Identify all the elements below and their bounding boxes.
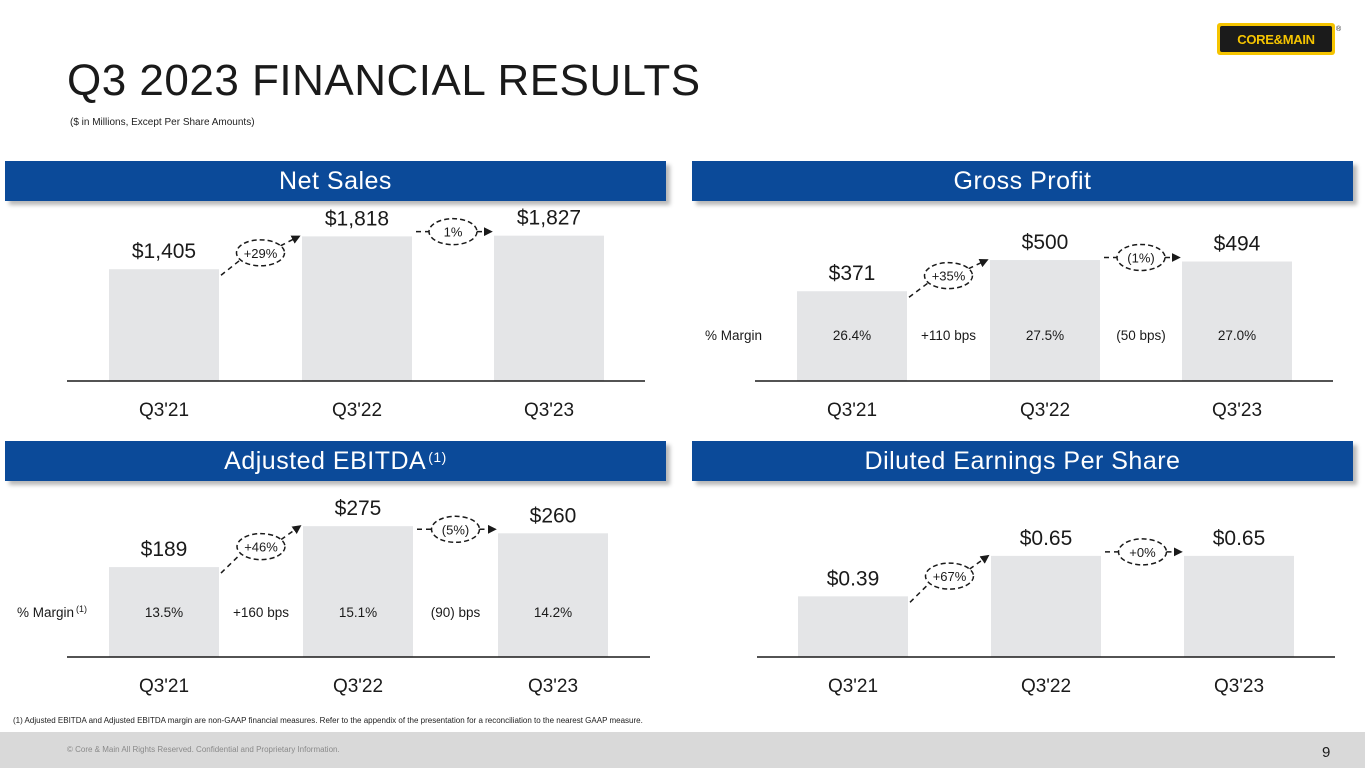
gross-profit-category-label-1: Q3'22: [1020, 400, 1070, 421]
gross-profit-margin-value-2: 27.0%: [1218, 328, 1256, 343]
gross-profit-title: Gross Profit: [953, 166, 1092, 195]
diluted-eps-bar-2: [1184, 555, 1294, 657]
adjusted-ebitda-margin-value-2: 14.2%: [534, 605, 572, 620]
net-sales-growth-bubble-0: [235, 239, 286, 267]
adjusted-ebitda-category-label-2: Q3'23: [528, 676, 578, 697]
gross-profit-growth-label-0: +35%: [932, 269, 966, 284]
adjusted-ebitda-title: Adjusted EBITDA: [224, 446, 427, 475]
adjusted-ebitda-margin-value-1: 15.1%: [339, 605, 377, 620]
diluted-eps-growth-label-1: +0%: [1129, 545, 1156, 560]
net-sales-growth-connector-0: [220, 259, 241, 276]
diluted-eps-bar-0: [798, 596, 908, 657]
diluted-eps-category-label-0: Q3'21: [828, 676, 878, 697]
diluted-eps-chart: $0.39 Q3'21 $0.65 Q3'22 $0.65 Q3'23 +67% +0%: [757, 527, 1335, 697]
diluted-eps-growth-arrow-0: [969, 554, 990, 570]
adjusted-ebitda-growth-label-1: (5%): [442, 522, 469, 537]
adjusted-ebitda-growth-connector-0: [220, 553, 242, 574]
copyright-text: © Core & Main All Rights Reserved. Confi…: [67, 745, 340, 754]
adjusted-ebitda-growth-bubble-0: [236, 532, 286, 561]
net-sales-bar-1: [302, 236, 412, 381]
net-sales-bar-0: [109, 269, 219, 381]
net-sales-growth-label-1: 1%: [444, 225, 463, 240]
adjusted-ebitda-bar-1: [303, 526, 413, 657]
net-sales-bar-2: [494, 235, 604, 381]
gross-profit-margin-value-0: 26.4%: [833, 328, 871, 343]
footer-bar: [0, 732, 1365, 768]
adjusted-ebitda-category-label-0: Q3'21: [139, 676, 189, 697]
gross-profit-bar-1: [990, 260, 1100, 381]
diluted-eps-category-label-2: Q3'23: [1214, 676, 1264, 697]
diluted-eps-growth-label-0: +67%: [933, 569, 967, 584]
net-sales-title: Net Sales: [279, 166, 392, 195]
net-sales-category-label-2: Q3'23: [524, 400, 574, 421]
gross-profit-margin-change-1: (50 bps): [1116, 328, 1166, 343]
diluted-eps-growth-bubble-0: [924, 562, 975, 590]
company-logo: CORE&MAIN: [1217, 23, 1335, 55]
diluted-eps-title: Diluted Earnings Per Share: [864, 446, 1181, 475]
gross-profit-value-label-1: $500: [1022, 231, 1069, 254]
adjusted-ebitda-margin-value-0: 13.5%: [145, 605, 183, 620]
net-sales-chart: $1,405 Q3'21 $1,818 Q3'22 $1,827 Q3'23 +29% 1%: [67, 207, 645, 421]
footnote: (1) Adjusted EBITDA and Adjusted EBITDA …: [13, 716, 643, 725]
gross-profit-category-label-2: Q3'23: [1212, 400, 1262, 421]
adjusted-ebitda-margin-footnote-ref: (1): [76, 604, 87, 614]
gross-profit-category-label-0: Q3'21: [827, 400, 877, 421]
gross-profit-margin-value-1: 27.5%: [1026, 328, 1064, 343]
gross-profit-header: Gross Profit: [692, 161, 1353, 201]
diluted-eps-growth-connector-0: [909, 582, 931, 603]
gross-profit-bar-0: [797, 291, 907, 381]
adjusted-ebitda-margin-change-0: +160 bps: [233, 605, 289, 620]
adjusted-ebitda-margin-change-1: (90) bps: [431, 605, 481, 620]
adjusted-ebitda-margin-label: % Margin: [17, 605, 74, 620]
gross-profit-growth-arrow-0: [968, 258, 989, 270]
adjusted-ebitda-footnote-ref: (1): [428, 449, 447, 465]
adjusted-ebitda-category-label-1: Q3'22: [333, 676, 383, 697]
diluted-eps-category-label-1: Q3'22: [1021, 676, 1071, 697]
net-sales-category-label-0: Q3'21: [139, 400, 189, 421]
adjusted-ebitda-growth-bubble-1: [430, 515, 481, 544]
net-sales-growth-label-0: +29%: [244, 246, 278, 261]
diluted-eps-bar-1: [991, 555, 1101, 657]
net-sales-growth-bubble-1: [428, 217, 478, 246]
diluted-eps-value-label-1: $0.65: [1020, 527, 1073, 550]
net-sales-category-label-1: Q3'22: [332, 400, 382, 421]
diluted-eps-growth-bubble-1: [1117, 538, 1168, 566]
gross-profit-value-label-0: $371: [829, 262, 876, 285]
gross-profit-growth-connector-0: [908, 282, 929, 298]
adjusted-ebitda-growth-label-0: +46%: [244, 540, 278, 555]
gross-profit-bar-2: [1182, 261, 1292, 381]
adjusted-ebitda-value-label-1: $275: [335, 497, 382, 520]
net-sales-value-label-2: $1,827: [517, 207, 581, 230]
gross-profit-value-label-2: $494: [1214, 232, 1261, 255]
adjusted-ebitda-value-label-2: $260: [530, 504, 577, 527]
net-sales-growth-arrow-0: [280, 235, 301, 247]
logo-text: CORE&MAIN: [1220, 26, 1332, 52]
diluted-eps-value-label-0: $0.39: [827, 567, 880, 590]
adjusted-ebitda-header: Adjusted EBITDA (1): [5, 441, 666, 481]
gross-profit-growth-bubble-1: [1116, 243, 1166, 272]
logo-registered-mark: ®: [1336, 26, 1342, 33]
net-sales-header: Net Sales: [5, 161, 666, 201]
gross-profit-chart: $371 Q3'21 $500 Q3'22 $494 Q3'23 +35% (1%) % Mar…: [705, 231, 1333, 421]
diluted-eps-value-label-2: $0.65: [1213, 527, 1266, 550]
adjusted-ebitda-chart: $189 Q3'21 $275 Q3'22 $260 Q3'23 +46% (5%) % Mar…: [17, 497, 650, 697]
adjusted-ebitda-bar-2: [498, 533, 608, 657]
gross-profit-growth-label-1: (1%): [1127, 250, 1154, 265]
gross-profit-growth-bubble-0: [923, 261, 974, 290]
adjusted-ebitda-bar-0: [109, 567, 219, 657]
gross-profit-margin-change-0: +110 bps: [921, 328, 976, 343]
page-subtitle: ($ in Millions, Except Per Share Amounts…: [70, 117, 255, 128]
adjusted-ebitda-value-label-0: $189: [141, 538, 188, 561]
net-sales-value-label-1: $1,818: [325, 207, 389, 230]
page-title: Q3 2023 FINANCIAL RESULTS: [67, 56, 701, 105]
gross-profit-margin-label: % Margin: [705, 328, 762, 343]
net-sales-value-label-0: $1,405: [132, 240, 196, 263]
page-number: 9: [1322, 744, 1331, 761]
diluted-eps-header: Diluted Earnings Per Share: [692, 441, 1353, 481]
adjusted-ebitda-growth-arrow-0: [280, 525, 302, 541]
